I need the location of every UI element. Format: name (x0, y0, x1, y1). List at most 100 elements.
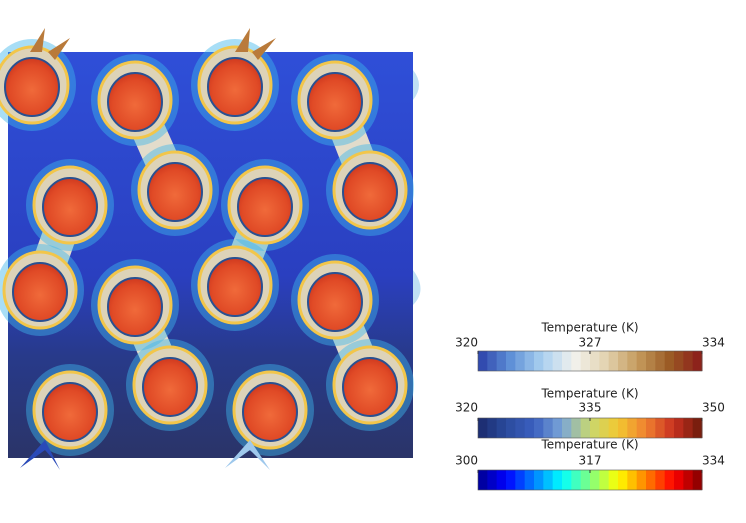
tick-label: 320 (455, 401, 478, 415)
color-swatch (552, 470, 563, 490)
color-swatch (627, 351, 638, 371)
color-swatch (506, 351, 516, 371)
plume (225, 440, 270, 470)
tick-label: 335 (579, 401, 602, 415)
color-swatch (599, 351, 610, 371)
color-swatch (683, 418, 694, 438)
color-swatch (636, 351, 647, 371)
color-swatch (571, 418, 582, 438)
color-swatch (562, 470, 572, 490)
color-swatch (608, 470, 619, 490)
color-swatch (627, 418, 638, 438)
color-swatch (664, 418, 675, 438)
color-swatch (655, 470, 666, 490)
color-swatch (590, 418, 600, 438)
droplet (107, 72, 163, 132)
color-swatch (590, 351, 600, 371)
color-swatch (571, 470, 582, 490)
color-swatch (562, 418, 572, 438)
color-swatch (552, 418, 563, 438)
color-swatch (543, 418, 554, 438)
edge-blob (413, 70, 421, 305)
color-swatch (692, 418, 703, 438)
color-swatch (496, 470, 507, 490)
color-swatch (534, 470, 544, 490)
color-swatch (599, 470, 610, 490)
color-swatch (664, 351, 675, 371)
droplet (307, 72, 363, 132)
color-swatch (580, 351, 591, 371)
color-swatch (552, 351, 563, 371)
color-swatch (646, 418, 656, 438)
droplet (237, 177, 293, 237)
color-swatch (524, 470, 535, 490)
color-swatch (487, 351, 498, 371)
color-swatch (562, 351, 572, 371)
tick-label: 320 (455, 336, 478, 350)
color-swatch (543, 470, 554, 490)
color-swatch (515, 418, 526, 438)
color-swatch (692, 470, 703, 490)
tick-label: 327 (579, 336, 602, 350)
droplet (307, 272, 363, 332)
simulation-render (0, 28, 421, 470)
droplet (107, 277, 163, 337)
color-swatch (664, 470, 675, 490)
color-swatch (618, 470, 628, 490)
droplet (42, 382, 98, 442)
color-swatch (674, 351, 684, 371)
colorbar-title: Temperature (K) (540, 321, 638, 335)
tick-label: 334 (702, 454, 725, 468)
color-swatch (655, 418, 666, 438)
color-swatch (524, 351, 535, 371)
tick-label: 334 (702, 336, 725, 350)
color-swatch (487, 470, 498, 490)
color-swatch (608, 351, 619, 371)
colorbar-title: Temperature (K) (540, 438, 638, 452)
color-swatch (683, 351, 694, 371)
color-swatch (534, 418, 544, 438)
color-swatch (674, 470, 684, 490)
color-swatch (543, 351, 554, 371)
color-swatch (580, 470, 591, 490)
color-swatch (478, 418, 488, 438)
droplet (12, 262, 68, 322)
color-swatch (590, 470, 600, 490)
color-swatch (608, 418, 619, 438)
color-swatch (506, 470, 516, 490)
color-swatch (496, 418, 507, 438)
color-swatch (646, 470, 656, 490)
color-swatch (478, 470, 488, 490)
color-swatch (487, 418, 498, 438)
color-swatch (534, 351, 544, 371)
color-swatch (580, 418, 591, 438)
color-swatch (683, 470, 694, 490)
plume (235, 28, 276, 60)
colorbar-title: Temperature (K) (540, 387, 638, 401)
color-swatch (515, 351, 526, 371)
droplet (207, 257, 263, 317)
color-swatch (636, 470, 647, 490)
droplet (42, 177, 98, 237)
color-swatch (506, 418, 516, 438)
color-swatch (655, 351, 666, 371)
plume (30, 28, 70, 60)
color-swatch (496, 351, 507, 371)
color-swatch (618, 418, 628, 438)
droplet (142, 357, 198, 417)
color-swatch (478, 351, 488, 371)
plume (20, 440, 60, 470)
color-swatch (674, 418, 684, 438)
droplet (242, 382, 298, 442)
color-swatch (524, 418, 535, 438)
color-swatch (571, 351, 582, 371)
color-swatch (515, 470, 526, 490)
color-swatch (618, 351, 628, 371)
droplet (342, 357, 398, 417)
color-swatch (627, 470, 638, 490)
color-swatch (599, 418, 610, 438)
color-swatch (646, 351, 656, 371)
